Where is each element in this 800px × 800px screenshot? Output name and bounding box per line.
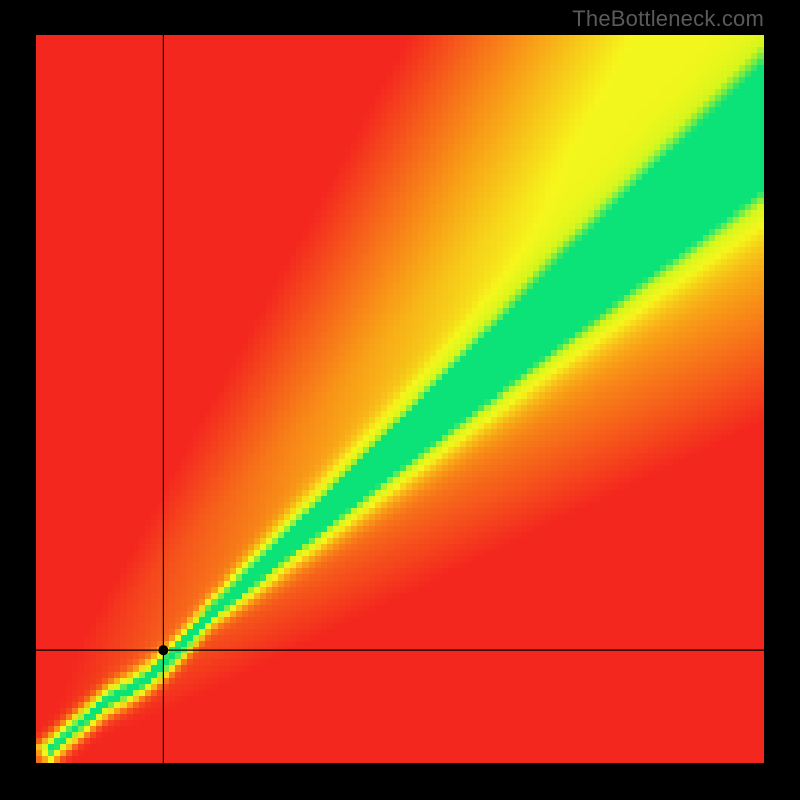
heatmap-canvas [36, 35, 764, 763]
chart-container: TheBottleneck.com [0, 0, 800, 800]
watermark-text: TheBottleneck.com [572, 6, 764, 32]
heatmap-plot [36, 35, 764, 763]
